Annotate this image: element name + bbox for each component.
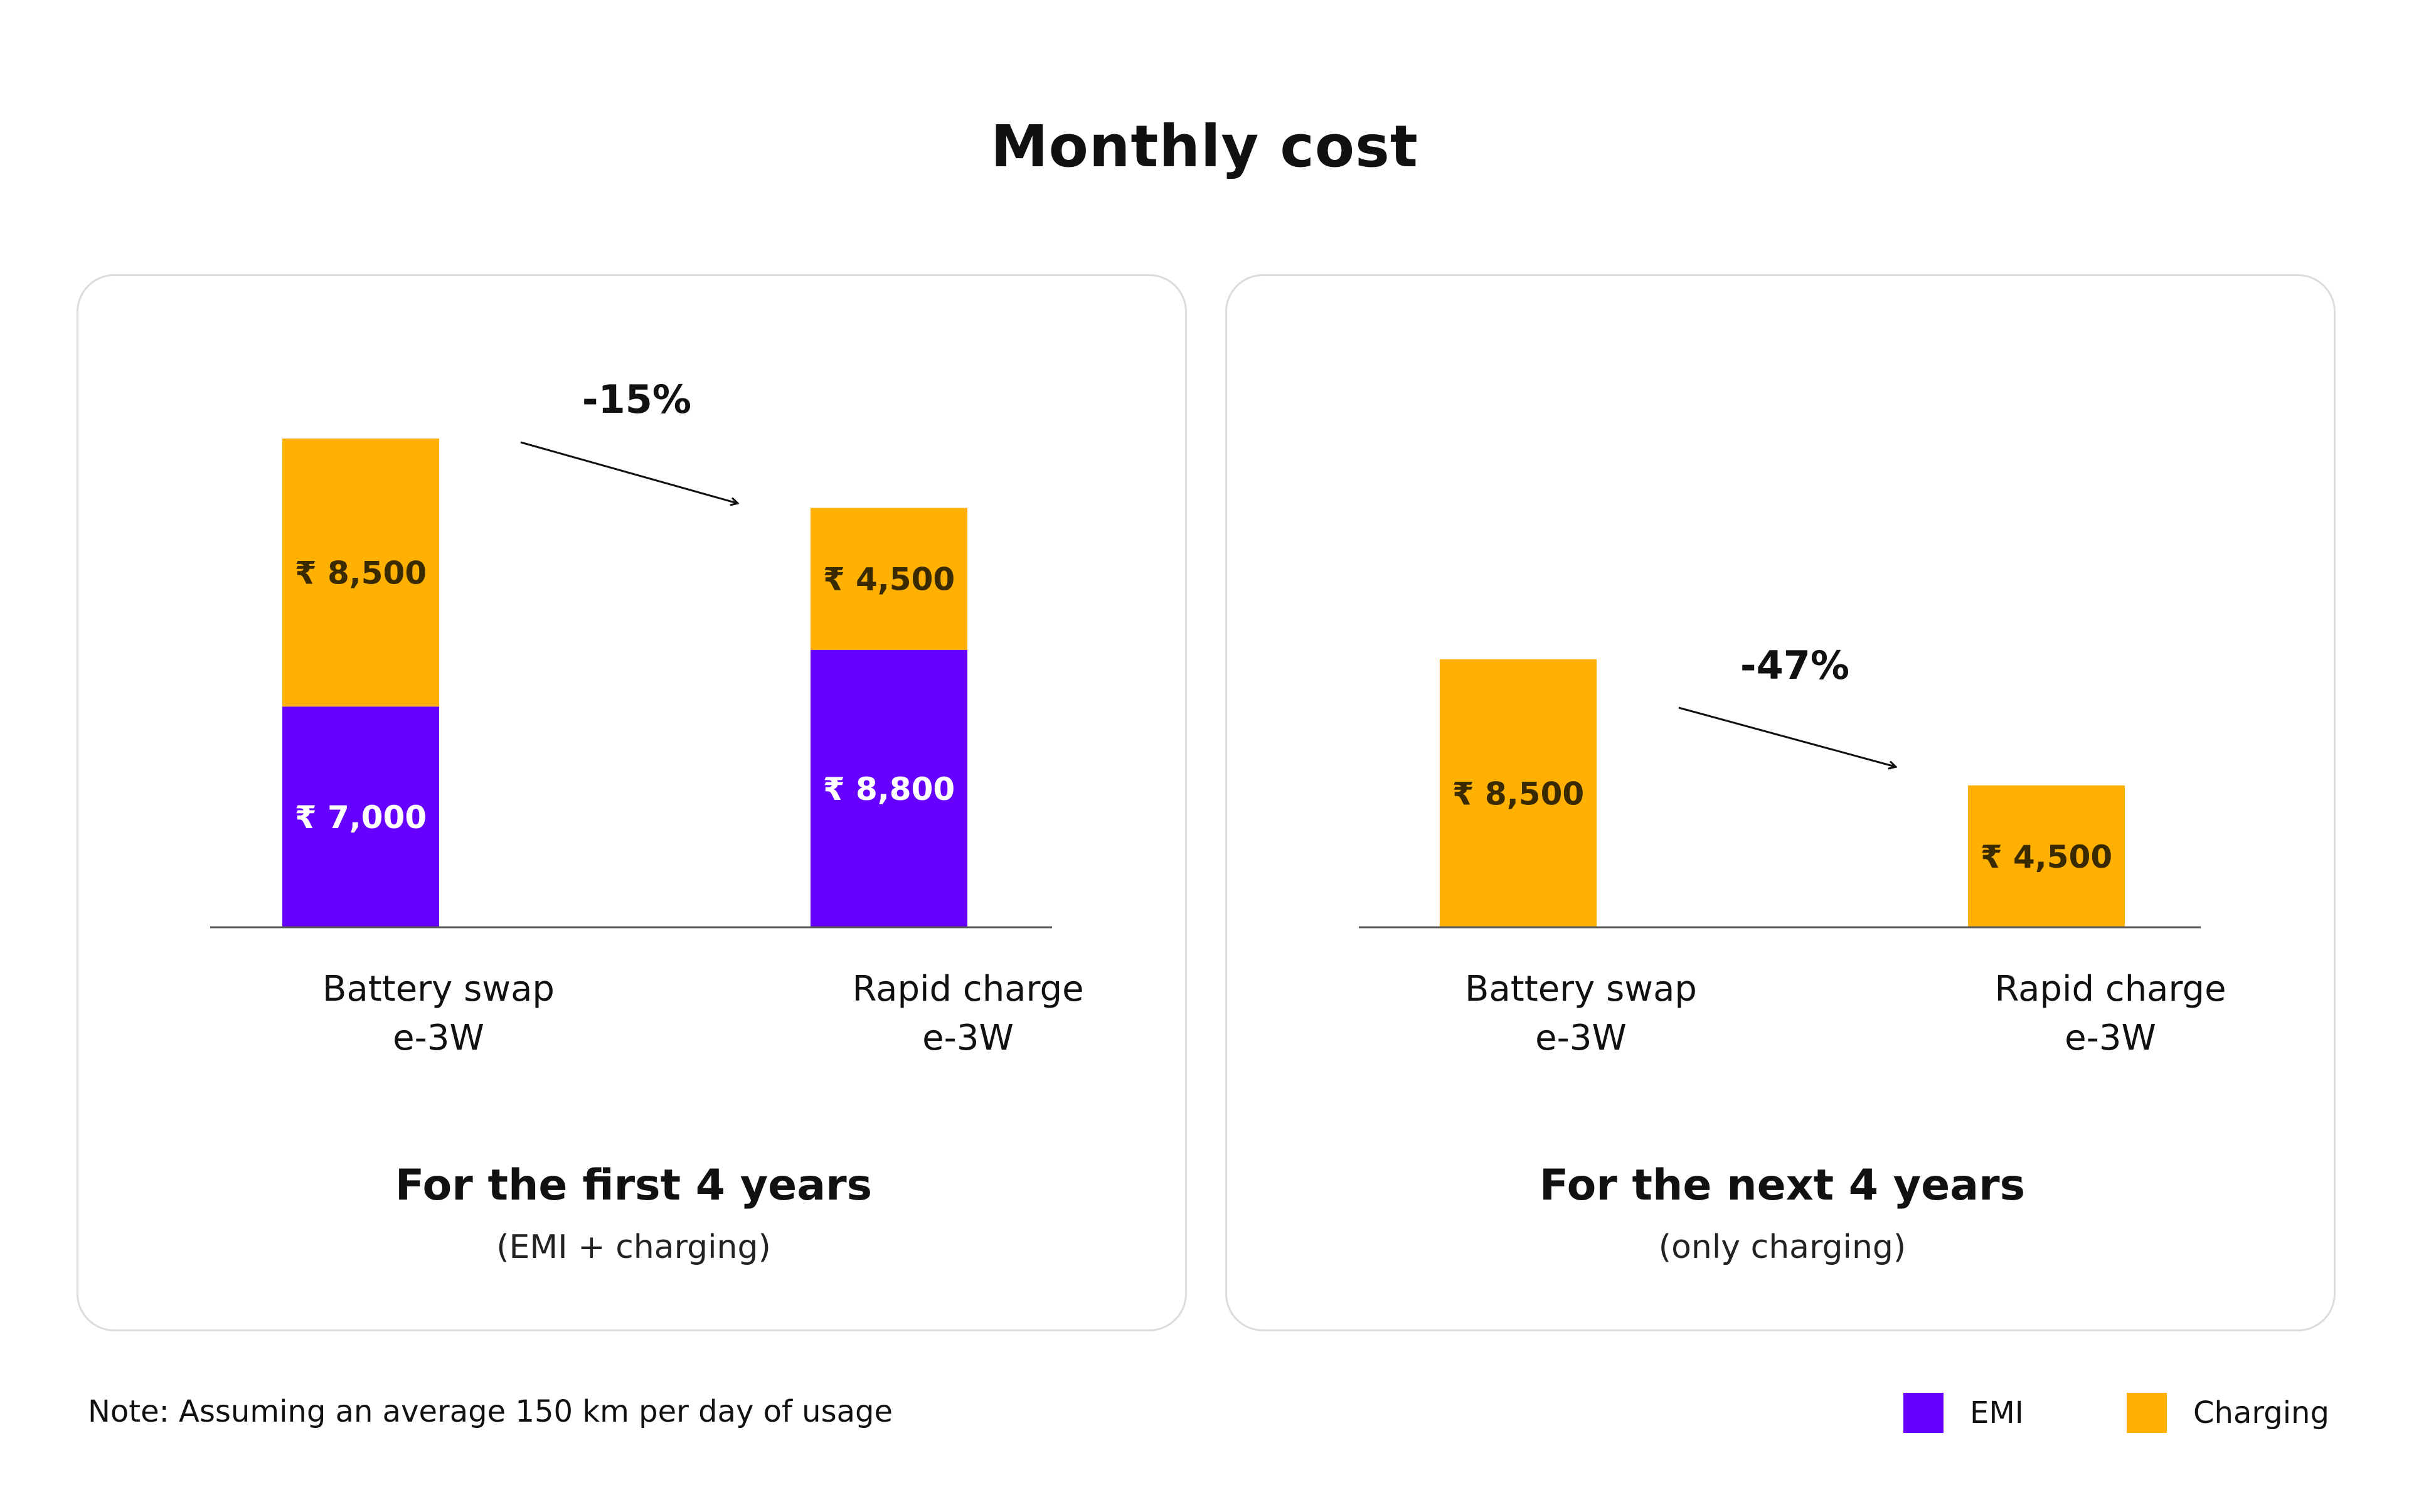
data-label-emi-1: ₹ 8,800: [823, 771, 955, 807]
legend-swatch-charging: [2127, 1393, 2167, 1433]
bar-emi-0: [282, 706, 439, 927]
data-label-emi-0: ₹ 7,000: [295, 799, 427, 836]
x-tick-label-battery-swap: Battery swap e-3W: [250, 965, 627, 1063]
panel-subcaption: (EMI + charging): [496, 1228, 771, 1266]
legend-item-emi: EMI: [1903, 1392, 2024, 1434]
bar-charging-1: [1968, 785, 2125, 927]
change-arrow: [520, 441, 737, 503]
x-tick-line-2: e-3W: [1535, 1018, 1627, 1058]
panel-caption: For the first 4 years: [395, 1161, 873, 1210]
x-tick-line-1: Rapid charge: [852, 969, 1084, 1009]
panel-next-4-years: ₹ 8,500 ₹ 4,500 -47% Battery swap e-3W Rap…: [1225, 274, 2336, 1331]
x-tick-line-1: Battery swap: [1465, 969, 1697, 1009]
x-tick-line-1: Battery swap: [322, 969, 555, 1009]
panel-subcaption: (only charging): [1658, 1228, 1906, 1266]
panel-caption: For the next 4 years: [1539, 1161, 2026, 1210]
bar-charging-0: [1440, 659, 1597, 927]
data-label-charging-1: ₹ 4,500: [1981, 839, 2112, 875]
chart-first-4-years: ₹ 7,000 ₹ 8,500 ₹ 8,800 ₹ 4,500 -15%: [210, 376, 1052, 929]
chart-next-4-years: ₹ 8,500 ₹ 4,500 -47%: [1359, 642, 2201, 929]
data-label-charging-0: ₹ 8,500: [1452, 775, 1584, 812]
x-tick-label-battery-swap: Battery swap e-3W: [1393, 965, 1769, 1063]
bar-emi-1: [811, 649, 967, 927]
data-label-charging-1: ₹ 4,500: [823, 562, 955, 598]
x-tick-label-rapid-charge: Rapid charge e-3W: [1922, 965, 2299, 1063]
x-tick-line-2: e-3W: [2065, 1018, 2156, 1058]
footnote: Note: Assuming an average 150 km per day…: [88, 1394, 893, 1429]
legend-item-charging: Charging: [2127, 1392, 2329, 1434]
change-annotation: -15%: [582, 376, 691, 422]
panel-first-4-years: ₹ 7,000 ₹ 8,500 ₹ 8,800 ₹ 4,500 -15% Battery…: [77, 274, 1187, 1331]
change-annotation: -47%: [1740, 642, 1849, 688]
bar-charging-1: [811, 508, 967, 650]
x-tick-line-2: e-3W: [922, 1018, 1014, 1058]
legend-label-charging: Charging: [2193, 1395, 2329, 1430]
chart-title: Monthly cost: [991, 113, 1418, 180]
legend-label-emi: EMI: [1970, 1395, 2024, 1430]
data-label-charging-0: ₹ 8,500: [295, 555, 427, 592]
change-arrow: [1678, 706, 1895, 767]
legend-swatch-emi: [1903, 1393, 1944, 1433]
x-tick-label-rapid-charge: Rapid charge e-3W: [780, 965, 1156, 1063]
bar-charging-0: [282, 439, 439, 707]
x-tick-line-2: e-3W: [393, 1018, 484, 1058]
x-tick-line-1: Rapid charge: [1994, 969, 2226, 1009]
